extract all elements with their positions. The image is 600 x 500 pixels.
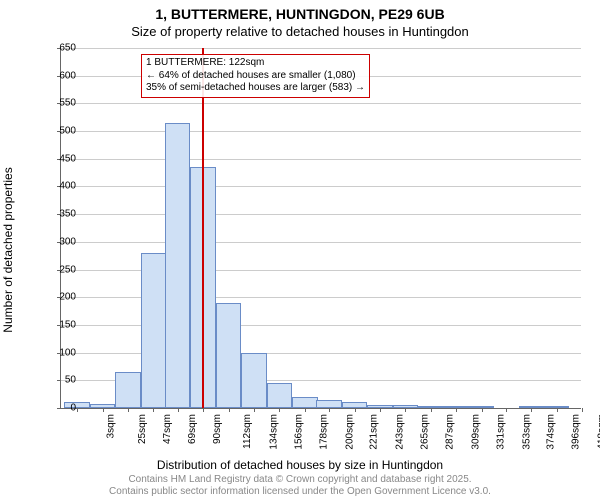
gridline-h [61, 103, 581, 104]
xtick-label: 134sqm [268, 414, 279, 450]
histogram-bar [216, 303, 241, 408]
xtick-mark [128, 408, 129, 412]
gridline-h [61, 325, 581, 326]
xtick-label: 3sqm [106, 414, 117, 438]
xtick-mark [405, 408, 406, 412]
xtick-label: 178sqm [319, 414, 330, 450]
xtick-label: 287sqm [445, 414, 456, 450]
xtick-mark [203, 408, 204, 412]
reference-line [202, 48, 204, 408]
xtick-mark [229, 408, 230, 412]
plot-area: 3sqm25sqm47sqm69sqm90sqm112sqm134sqm156s… [60, 48, 581, 409]
xtick-label: 243sqm [394, 414, 405, 450]
xtick-mark [254, 408, 255, 412]
gridline-h [61, 242, 581, 243]
histogram-bar [115, 372, 140, 408]
xtick-mark [279, 408, 280, 412]
xtick-label: 47sqm [162, 414, 173, 444]
histogram-bar [316, 400, 341, 408]
xtick-mark [77, 408, 78, 412]
ytick-label: 150 [46, 319, 76, 330]
ytick-label: 0 [46, 403, 76, 414]
xtick-mark [506, 408, 507, 412]
ytick-label: 100 [46, 347, 76, 358]
xtick-mark [456, 408, 457, 412]
ytick-label: 200 [46, 292, 76, 303]
xtick-label: 25sqm [137, 414, 148, 444]
ytick-label: 50 [46, 375, 76, 386]
gridline-h [61, 270, 581, 271]
chart-subtitle: Size of property relative to detached ho… [0, 24, 600, 39]
histogram-bar [241, 353, 266, 408]
xtick-mark [531, 408, 532, 412]
xtick-mark [305, 408, 306, 412]
annotation-line3: 35% of semi-detached houses are larger (… [146, 82, 365, 95]
annotation-line1: 1 BUTTERMERE: 122sqm [146, 57, 365, 70]
histogram-bar [165, 123, 190, 408]
xtick-mark [431, 408, 432, 412]
ytick-label: 650 [46, 43, 76, 54]
xtick-mark [582, 408, 583, 412]
xtick-label: 221sqm [369, 414, 380, 450]
histogram-bar [267, 383, 292, 408]
xtick-label: 69sqm [187, 414, 198, 444]
xtick-mark [355, 408, 356, 412]
ytick-label: 600 [46, 70, 76, 81]
xtick-label: 265sqm [420, 414, 431, 450]
xtick-mark [153, 408, 154, 412]
xtick-label: 331sqm [496, 414, 507, 450]
ytick-label: 400 [46, 181, 76, 192]
xtick-label: 396sqm [571, 414, 582, 450]
xtick-label: 200sqm [344, 414, 355, 450]
xtick-mark [557, 408, 558, 412]
ytick-label: 350 [46, 209, 76, 220]
ytick-label: 550 [46, 98, 76, 109]
footer-line2: Contains public sector information licen… [0, 486, 600, 498]
ytick-label: 500 [46, 126, 76, 137]
xtick-label: 418sqm [596, 414, 600, 450]
xtick-label: 353sqm [521, 414, 532, 450]
x-axis-label: Distribution of detached houses by size … [0, 458, 600, 472]
xtick-label: 309sqm [470, 414, 481, 450]
xtick-label: 374sqm [545, 414, 556, 450]
histogram-bar [141, 253, 166, 408]
gridline-h [61, 186, 581, 187]
gridline-h [61, 131, 581, 132]
xtick-mark [103, 408, 104, 412]
chart-container: 1, BUTTERMERE, HUNTINGDON, PE29 6UB Size… [0, 0, 600, 500]
gridline-h [61, 159, 581, 160]
histogram-bar [292, 397, 317, 408]
xtick-mark [380, 408, 381, 412]
xtick-label: 156sqm [294, 414, 305, 450]
xtick-mark [178, 408, 179, 412]
annotation-line2: ← 64% of detached houses are smaller (1,… [146, 70, 365, 83]
gridline-h [61, 297, 581, 298]
xtick-mark [482, 408, 483, 412]
footer-line1: Contains HM Land Registry data © Crown c… [0, 474, 600, 486]
ytick-label: 300 [46, 236, 76, 247]
gridline-h [61, 48, 581, 49]
y-axis-label: Number of detached properties [1, 167, 15, 332]
ytick-label: 250 [46, 264, 76, 275]
chart-title: 1, BUTTERMERE, HUNTINGDON, PE29 6UB [0, 6, 600, 22]
annotation-box: 1 BUTTERMERE: 122sqm ← 64% of detached h… [141, 54, 370, 98]
xtick-mark [329, 408, 330, 412]
gridline-h [61, 214, 581, 215]
xtick-label: 90sqm [212, 414, 223, 444]
gridline-h [61, 353, 581, 354]
ytick-label: 450 [46, 153, 76, 164]
xtick-label: 112sqm [242, 414, 253, 449]
chart-footer: Contains HM Land Registry data © Crown c… [0, 474, 600, 498]
